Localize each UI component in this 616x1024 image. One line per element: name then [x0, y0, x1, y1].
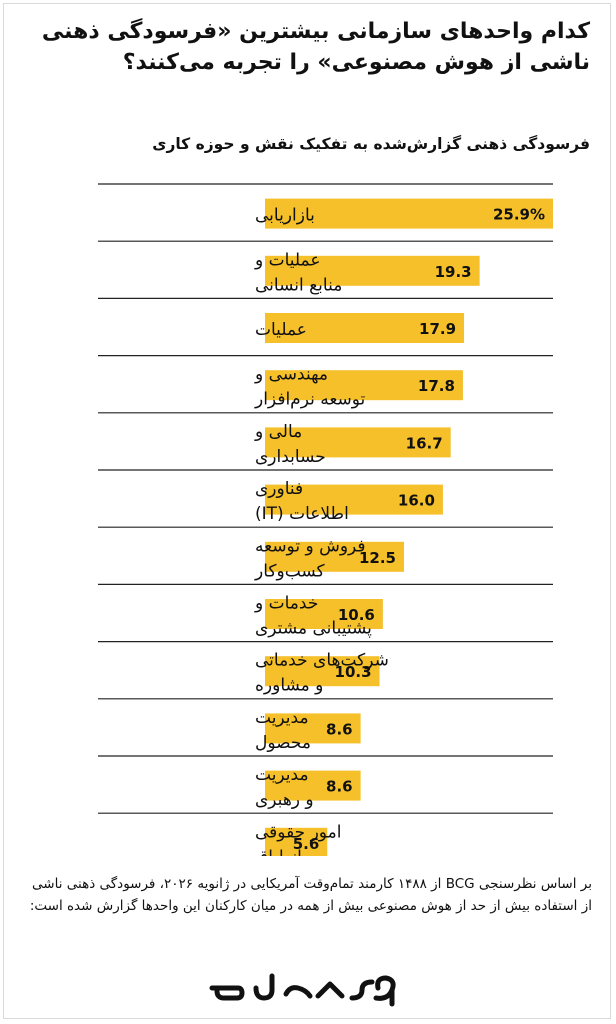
bar [265, 255, 480, 286]
brand-logo [209, 973, 396, 1007]
bar-value-label: 8.6 [326, 778, 353, 796]
bar-value-label: 17.8 [418, 377, 455, 395]
category-label: مدیریت [255, 765, 309, 785]
category-label: و رهبری [255, 790, 314, 810]
category-label: مهندسی و [254, 365, 328, 385]
category-label: اطلاعات (IT) [255, 504, 349, 524]
category-label: کسب‌وکار [254, 561, 326, 581]
category-label: و مشاوره [255, 676, 323, 696]
category-label: خدمات و [254, 594, 318, 614]
bar [265, 541, 404, 572]
category-label: توسعه نرم‌افزار [254, 390, 366, 410]
bar [265, 370, 463, 401]
category-label: امور حقوقی [255, 822, 341, 842]
bar-value-label: 12.5 [359, 549, 396, 567]
category-label: بازاریابی [255, 206, 315, 226]
category-label: فناوری [255, 479, 303, 499]
category-label: مالی و [254, 422, 302, 442]
chart-title: کدام واحدهای سازمانی بیشترین «فرسودگی ذه… [41, 19, 590, 75]
bar [265, 427, 451, 458]
category-label: عملیات و [254, 250, 321, 270]
bar [265, 713, 361, 744]
category-label: پشتیبانی مشتری [255, 619, 372, 639]
bar-value-label: 16.0 [398, 492, 435, 510]
bar-chart: 25.9% بازاریابی 19.3 عملیات و منابع انسانی 17… [98, 183, 553, 856]
category-label: و انطباق [255, 847, 316, 856]
bar-value-label: 10.6 [338, 606, 375, 624]
bar [265, 599, 383, 629]
bar-value-label: 17.9 [419, 320, 456, 338]
bar [265, 827, 328, 856]
category-label: شرکت‌های خدماتی [255, 651, 389, 671]
chart-subtitle: فرسودگی ذهنی گزارش‌شده به تفکیک نقش و حو… [152, 135, 590, 153]
category-label: حسابداری [255, 447, 326, 467]
source-note: بر اساس نظرسنجی BCG از ۱۴۸۸ کارمند تمام‌… [29, 876, 592, 914]
bar [265, 313, 465, 343]
category-label: عملیات [255, 320, 307, 340]
bar [265, 198, 553, 229]
category-label: محصول [255, 733, 311, 753]
category-label: مدیریت [255, 708, 309, 728]
bar-value-label: 16.7 [406, 434, 443, 452]
bar [265, 770, 361, 801]
bar-value-label: 8.6 [326, 720, 353, 738]
bar [265, 656, 380, 687]
bar-value-label: 5.6 [293, 835, 320, 853]
bar-value-label: 19.3 [435, 263, 472, 281]
category-label: فروش و توسعه [255, 536, 366, 556]
bar-value-label: 25.9% [493, 206, 545, 224]
bar-value-label: 10.3 [335, 663, 372, 681]
category-label: منابع انسانی [255, 275, 342, 295]
bar [265, 484, 443, 515]
page-frame [3, 3, 611, 1019]
